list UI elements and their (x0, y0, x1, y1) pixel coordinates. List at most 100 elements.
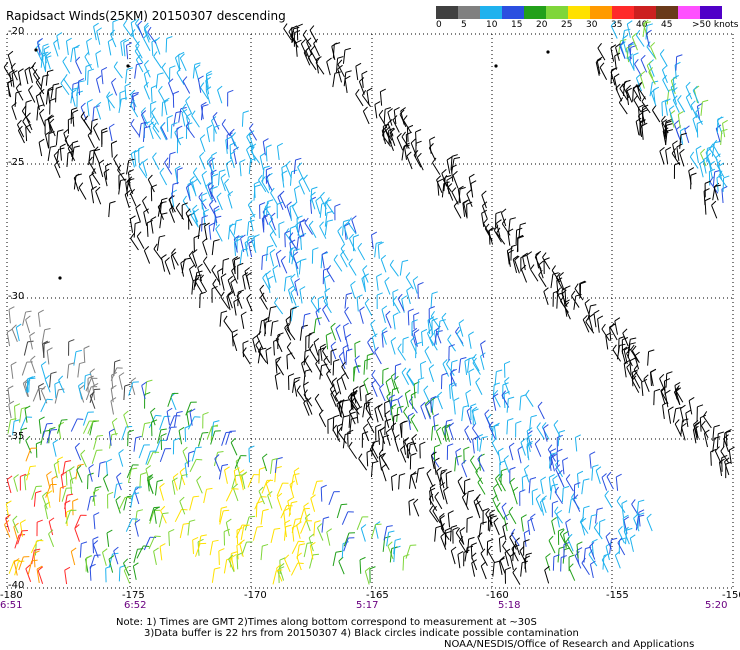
wind-barb (646, 29, 652, 48)
wind-barb (98, 159, 105, 178)
wind-barb (429, 487, 436, 505)
wind-barb (361, 431, 369, 448)
wind-barb (712, 184, 721, 201)
wind-barb (212, 215, 222, 232)
wind-barb (380, 254, 387, 273)
wind-barb (227, 290, 233, 309)
wind-barb (310, 494, 316, 512)
wind-barb (359, 306, 365, 324)
wind-barb (493, 517, 500, 536)
wind-barb (601, 554, 609, 573)
wind-barb (582, 505, 590, 522)
island-marker (58, 276, 62, 280)
wind-barb (179, 496, 186, 515)
wind-barb (274, 372, 281, 390)
wind-barb (664, 98, 671, 116)
wind-barb (30, 539, 44, 554)
wind-barb (725, 429, 732, 447)
wind-barb (413, 329, 420, 347)
wind-barb (659, 146, 665, 165)
wind-barb (87, 130, 95, 149)
wind-barb (80, 449, 87, 468)
wind-barb (241, 541, 253, 556)
wind-barb (8, 400, 15, 419)
wind-barb (556, 448, 563, 466)
wind-barb (9, 69, 16, 87)
wind-barb (137, 20, 144, 39)
wind-barb (377, 427, 384, 445)
wind-barb (641, 378, 648, 397)
wind-barb (130, 486, 142, 501)
wind-barb (367, 337, 375, 355)
wind-barb (182, 76, 191, 94)
wind-barb (181, 202, 188, 220)
lon-tick-155: -155 (606, 590, 629, 601)
wind-barb (151, 107, 159, 125)
wind-barb (381, 305, 388, 324)
wind-barb (370, 460, 379, 478)
wind-barb (556, 287, 564, 305)
wind-barb (494, 473, 503, 492)
wind-barb (203, 487, 213, 504)
wind-barb (597, 43, 606, 61)
wind-barb (150, 84, 158, 102)
wind-barb (312, 480, 323, 495)
wind-barb (309, 25, 318, 43)
wind-barb (150, 184, 158, 202)
wind-barb (214, 454, 221, 472)
wind-barb (715, 124, 722, 143)
wind-barb (278, 566, 285, 584)
wind-barb (46, 429, 58, 444)
wind-barb (362, 423, 370, 442)
wind-barb (192, 62, 201, 79)
wind-barb (187, 416, 201, 430)
wind-barb (187, 181, 194, 199)
wind-barb (290, 273, 297, 292)
wind-barb (661, 65, 668, 83)
wind-barb (181, 108, 188, 127)
wind-barb (538, 269, 547, 288)
wind-barb (371, 440, 380, 457)
wind-barb (149, 509, 161, 524)
wind-barb (93, 488, 100, 506)
wind-barb (502, 522, 509, 541)
wind-barb (121, 426, 133, 441)
wind-barb (337, 226, 345, 244)
wind-barb (313, 520, 321, 537)
wind-barb (147, 26, 157, 44)
wind-barb (209, 539, 219, 556)
wind-barb (500, 468, 508, 485)
wind-barb (180, 259, 187, 277)
wind-barb (168, 78, 174, 97)
wind-barb (216, 192, 223, 211)
wind-barb (39, 88, 45, 107)
map-title: Rapidsact Winds(25KM) 20150307 descendin… (6, 9, 286, 23)
wind-barb (143, 536, 157, 551)
wind-barb (674, 382, 681, 400)
wind-barb (340, 372, 347, 391)
wind-barb (439, 482, 446, 500)
wind-barb (322, 345, 331, 364)
wind-barb (303, 502, 309, 520)
wind-barb (128, 381, 139, 396)
wind-barb (134, 509, 144, 526)
wind-barb (217, 268, 223, 286)
wind-barb-map (3, 18, 735, 589)
wind-barb (384, 123, 393, 141)
wind-barb (348, 411, 356, 428)
wind-barb (89, 368, 96, 387)
wind-barb (450, 368, 457, 386)
wind-barb (338, 351, 346, 370)
wind-barb (267, 275, 274, 293)
wind-barb (672, 140, 678, 158)
wind-barb (464, 545, 474, 562)
wind-barb (399, 420, 406, 439)
wind-barb (85, 386, 98, 401)
wind-barb (461, 459, 468, 478)
wind-barb (35, 440, 43, 458)
wind-barb (265, 244, 274, 262)
wind-barb (662, 74, 670, 93)
wind-barb (665, 371, 673, 388)
wind-barb (332, 424, 341, 442)
wind-barb (461, 405, 470, 422)
